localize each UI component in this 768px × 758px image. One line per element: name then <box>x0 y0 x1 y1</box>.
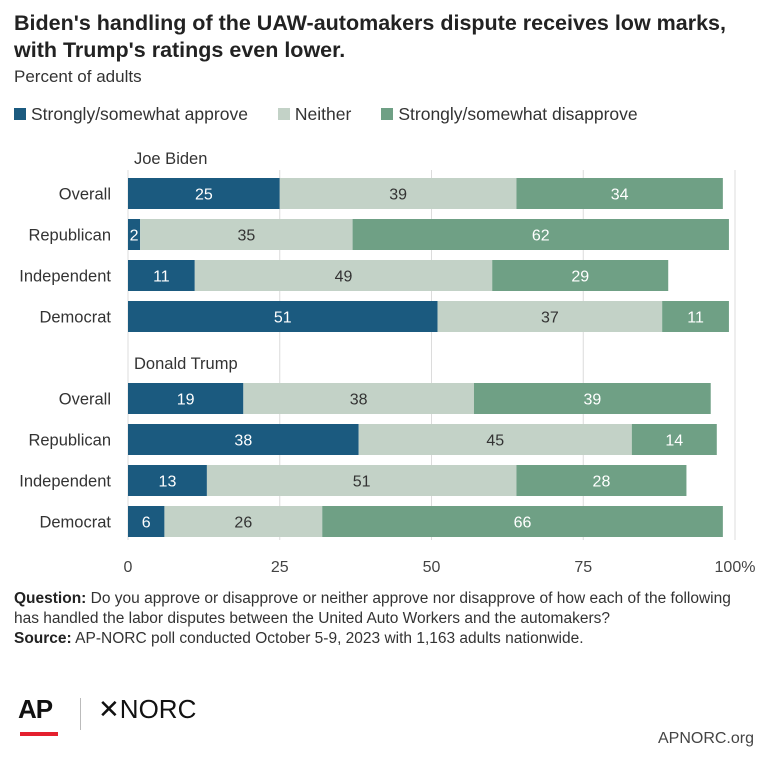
bar-segment-neither <box>358 424 632 455</box>
bar-segment-neither <box>164 506 323 537</box>
norc-logo: ✕NORC <box>98 694 196 724</box>
data-label: 14 <box>665 433 683 450</box>
legend-item-approve: Strongly/somewhat approve <box>14 104 248 125</box>
site-url: APNORC.org <box>657 730 754 747</box>
data-label: 66 <box>514 515 532 532</box>
ap-logo-underline <box>20 732 58 736</box>
question-label: Question: <box>14 590 87 607</box>
bar-segment-disapprove <box>516 178 723 209</box>
data-label: 39 <box>389 187 407 204</box>
bar-segment-approve <box>128 424 359 455</box>
bar-segment-disapprove <box>492 260 669 291</box>
bar-segment-disapprove <box>662 301 729 332</box>
data-label: 51 <box>353 474 371 491</box>
source-text: AP-NORC poll conducted October 5-9, 2023… <box>71 630 584 647</box>
data-label: 2 <box>130 228 139 245</box>
legend-swatch-disapprove <box>381 108 394 120</box>
bar-segment-neither <box>140 219 353 250</box>
bar-segment-disapprove <box>322 506 723 537</box>
question-text: Do you approve or disapprove or neither … <box>14 590 731 627</box>
x-tick-label: 75 <box>574 559 592 576</box>
data-label: 45 <box>486 433 504 450</box>
bar-segment-disapprove <box>473 383 711 414</box>
data-label: 6 <box>142 515 151 532</box>
bar-segment-approve <box>128 383 244 414</box>
legend-label-disapprove: Strongly/somewhat disapprove <box>398 103 638 124</box>
data-label: 34 <box>611 187 629 204</box>
data-label: 26 <box>234 515 252 532</box>
footnote: Question: Do you approve or disapprove o… <box>14 589 754 649</box>
x-tick-label: 50 <box>423 559 441 576</box>
data-label: 51 <box>274 310 292 327</box>
bar-segment-neither <box>194 260 493 291</box>
bar-segment-neither <box>206 465 517 496</box>
bar-segment-approve <box>128 465 207 496</box>
row-label: Independent <box>19 473 111 491</box>
group-title: Donald Trump <box>134 355 238 373</box>
legend: Strongly/somewhat approve Neither Strong… <box>14 102 638 126</box>
legend-swatch-approve <box>14 108 26 120</box>
bar-segment-neither <box>243 383 474 414</box>
bar-segment-approve <box>128 260 195 291</box>
x-tick-label: 100% <box>715 559 756 576</box>
data-label: 49 <box>335 269 353 286</box>
row-label: Democrat <box>39 309 111 327</box>
data-label: 11 <box>687 310 704 327</box>
chart-title: Biden's handling of the UAW-automakers d… <box>14 11 726 62</box>
ap-logo: AP <box>18 694 53 724</box>
bar-segment-neither <box>279 178 517 209</box>
bar-segment-disapprove <box>352 219 729 250</box>
row-label: Democrat <box>39 514 111 532</box>
bar-segment-approve <box>128 506 165 537</box>
norc-mark-icon: ✕ <box>98 694 120 724</box>
bar-segment-approve <box>128 178 280 209</box>
legend-item-disapprove: Strongly/somewhat disapprove <box>381 103 638 125</box>
legend-swatch-neither <box>277 108 290 120</box>
data-label: 13 <box>159 474 177 491</box>
bar-segment-approve <box>128 219 141 250</box>
logo-divider <box>80 698 81 730</box>
row-label: Republican <box>28 432 111 450</box>
row-label: Republican <box>28 227 111 245</box>
group-title: Joe Biden <box>134 150 207 168</box>
bar-segment-approve <box>128 301 438 332</box>
data-label: 29 <box>571 269 589 286</box>
legend-label-approve: Strongly/somewhat approve <box>31 103 248 124</box>
data-label: 38 <box>234 433 252 450</box>
data-label: 25 <box>195 187 213 204</box>
bar-segment-disapprove <box>631 424 717 455</box>
question-note: Question: Do you approve or disapprove o… <box>14 589 754 628</box>
norc-wordmark: NORC <box>119 694 197 724</box>
source-note: Source: AP-NORC poll conducted October 5… <box>14 629 754 649</box>
legend-item-neither: Neither <box>277 103 352 125</box>
row-label: Overall <box>59 391 111 409</box>
bar-segment-disapprove <box>516 465 687 496</box>
bar-segment-neither <box>437 301 663 332</box>
data-label: 39 <box>583 392 601 409</box>
data-label: 62 <box>532 228 550 245</box>
data-label: 35 <box>237 228 255 245</box>
data-label: 37 <box>541 310 559 327</box>
row-label: Overall <box>59 186 111 204</box>
data-label: 28 <box>593 474 611 491</box>
stacked-bar-chart: 0 25 50 75 100% Joe Biden Overall 25 39 34 Republi… <box>19 150 756 576</box>
data-label: 38 <box>350 392 368 409</box>
row-label: Independent <box>19 268 111 286</box>
legend-label-neither: Neither <box>294 103 352 124</box>
source-label: Source: <box>14 630 72 647</box>
x-tick-label: 0 <box>124 559 133 576</box>
data-label: 19 <box>177 392 195 409</box>
x-tick-label: 25 <box>271 559 289 576</box>
chart-subtitle: Percent of adults <box>14 67 142 86</box>
data-label: 11 <box>153 269 170 286</box>
